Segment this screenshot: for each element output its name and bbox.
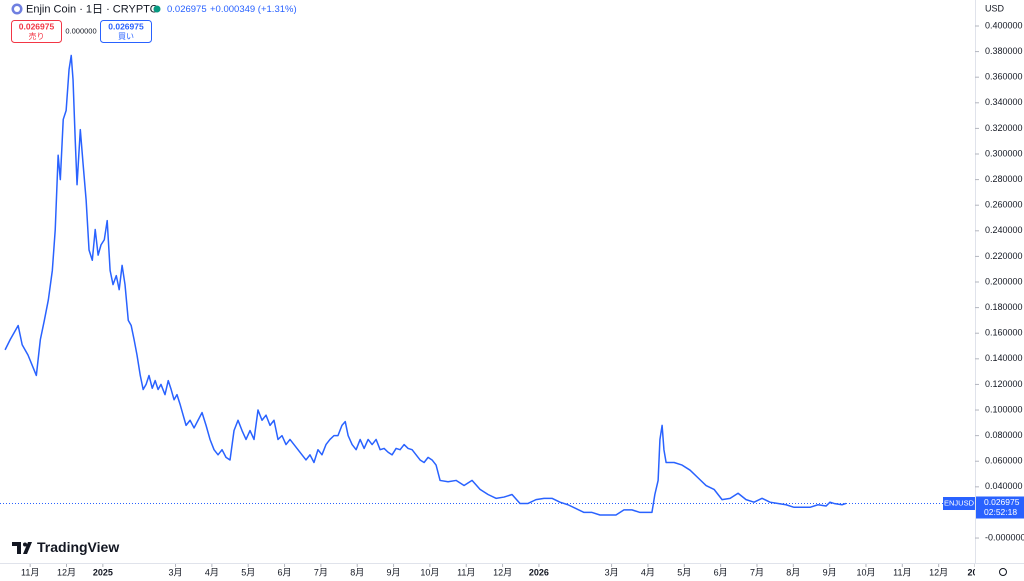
y-tick-label: 0.360000 xyxy=(985,72,1023,82)
y-tick-label: 0.160000 xyxy=(985,328,1023,338)
y-tick-label: -0.000000 xyxy=(985,532,1024,542)
x-tick-label: 2026 xyxy=(529,567,549,577)
x-tick-label: 5月 xyxy=(677,567,691,577)
x-tick-label: 10月 xyxy=(420,567,439,577)
x-tick-label: 12月 xyxy=(929,567,948,577)
market-status xyxy=(153,5,161,13)
settings-icon[interactable] xyxy=(999,568,1007,576)
x-tick-label: 9月 xyxy=(823,567,837,577)
y-tick-label: 0.120000 xyxy=(985,379,1023,389)
y-tick-label: 0.320000 xyxy=(985,123,1023,133)
y-tick-label: 0.060000 xyxy=(985,456,1023,466)
symbol-tag xyxy=(943,497,975,511)
x-tick-label: 8月 xyxy=(350,567,364,577)
y-tick-label: 0.240000 xyxy=(985,225,1023,235)
sell-price[interactable]: 0.026975 xyxy=(19,21,55,31)
x-tick-label: 12月 xyxy=(493,567,512,577)
plot-area xyxy=(0,54,976,567)
y-tick-label: 0.300000 xyxy=(985,148,1023,158)
x-tick-label: 4月 xyxy=(205,567,219,577)
x-tick-label: 11月 xyxy=(457,567,475,577)
y-tick-label: 0.140000 xyxy=(985,353,1023,363)
y-tick-label: 0.080000 xyxy=(985,430,1023,440)
x-tick-label: 8月 xyxy=(786,567,800,577)
buy-label[interactable]: 買い xyxy=(118,32,134,41)
y-tick-label: 0.340000 xyxy=(985,97,1023,107)
logo: TradingView xyxy=(12,539,119,555)
symbol-title: Enjin Coin · 1日 · CRYPTO xyxy=(26,3,159,15)
price-tag-time: 02:52:18 xyxy=(984,507,1017,517)
price-tag-value: 0.026975 xyxy=(984,497,1020,507)
logo-icon xyxy=(12,542,32,554)
buy-button[interactable] xyxy=(100,20,152,43)
coin-icon-inner xyxy=(14,6,20,12)
currency-label: USD xyxy=(985,3,1005,13)
y-tick-label: 0.100000 xyxy=(985,404,1023,414)
sell-button[interactable] xyxy=(11,20,62,43)
header-price: 0.026975 xyxy=(167,4,207,15)
x-tick-label: 3月 xyxy=(169,567,183,577)
x-tick-label: 12月 xyxy=(57,567,76,577)
x-tick-label: 4月 xyxy=(641,567,655,577)
x-tick-label: 7月 xyxy=(314,567,328,577)
y-tick-label: 0.380000 xyxy=(985,46,1023,56)
x-tick-label: 10月 xyxy=(856,567,875,577)
y-tick-label: 0.220000 xyxy=(985,251,1023,261)
logo-dot xyxy=(23,542,27,547)
price-axis-panel xyxy=(975,0,1024,581)
sell-label[interactable]: 売り xyxy=(29,31,45,41)
y-tick-label: 0.180000 xyxy=(985,302,1023,312)
y-tick-label: 0.400000 xyxy=(985,20,1023,30)
x-tick-label: 2025 xyxy=(93,567,113,577)
x-tick-label: 9月 xyxy=(387,567,401,577)
header-change: +0.000349 (+1.31%) xyxy=(210,4,297,15)
x-tick-label: 5月 xyxy=(241,567,255,577)
y-tick-label: 0.260000 xyxy=(985,200,1023,210)
price-line xyxy=(4,54,847,516)
x-tick-label: 6月 xyxy=(278,567,292,577)
x-tick-label: 6月 xyxy=(714,567,728,577)
y-tick-label: 0.200000 xyxy=(985,276,1023,286)
y-tick-label: 0.280000 xyxy=(985,174,1023,184)
x-tick-label: 3月 xyxy=(605,567,619,577)
y-tick-label: 0.040000 xyxy=(985,481,1023,491)
buy-price[interactable]: 0.026975 xyxy=(108,21,144,31)
spread: 0.000000 xyxy=(65,26,96,35)
logo-text: TradingView xyxy=(37,539,119,555)
x-tick-label: 7月 xyxy=(750,567,764,577)
symbol-tag-label: ENJUSD xyxy=(944,498,975,507)
price-tag xyxy=(976,496,1024,519)
x-tick-label: 11月 xyxy=(893,567,911,577)
x-tick-label: 11月 xyxy=(21,567,39,577)
